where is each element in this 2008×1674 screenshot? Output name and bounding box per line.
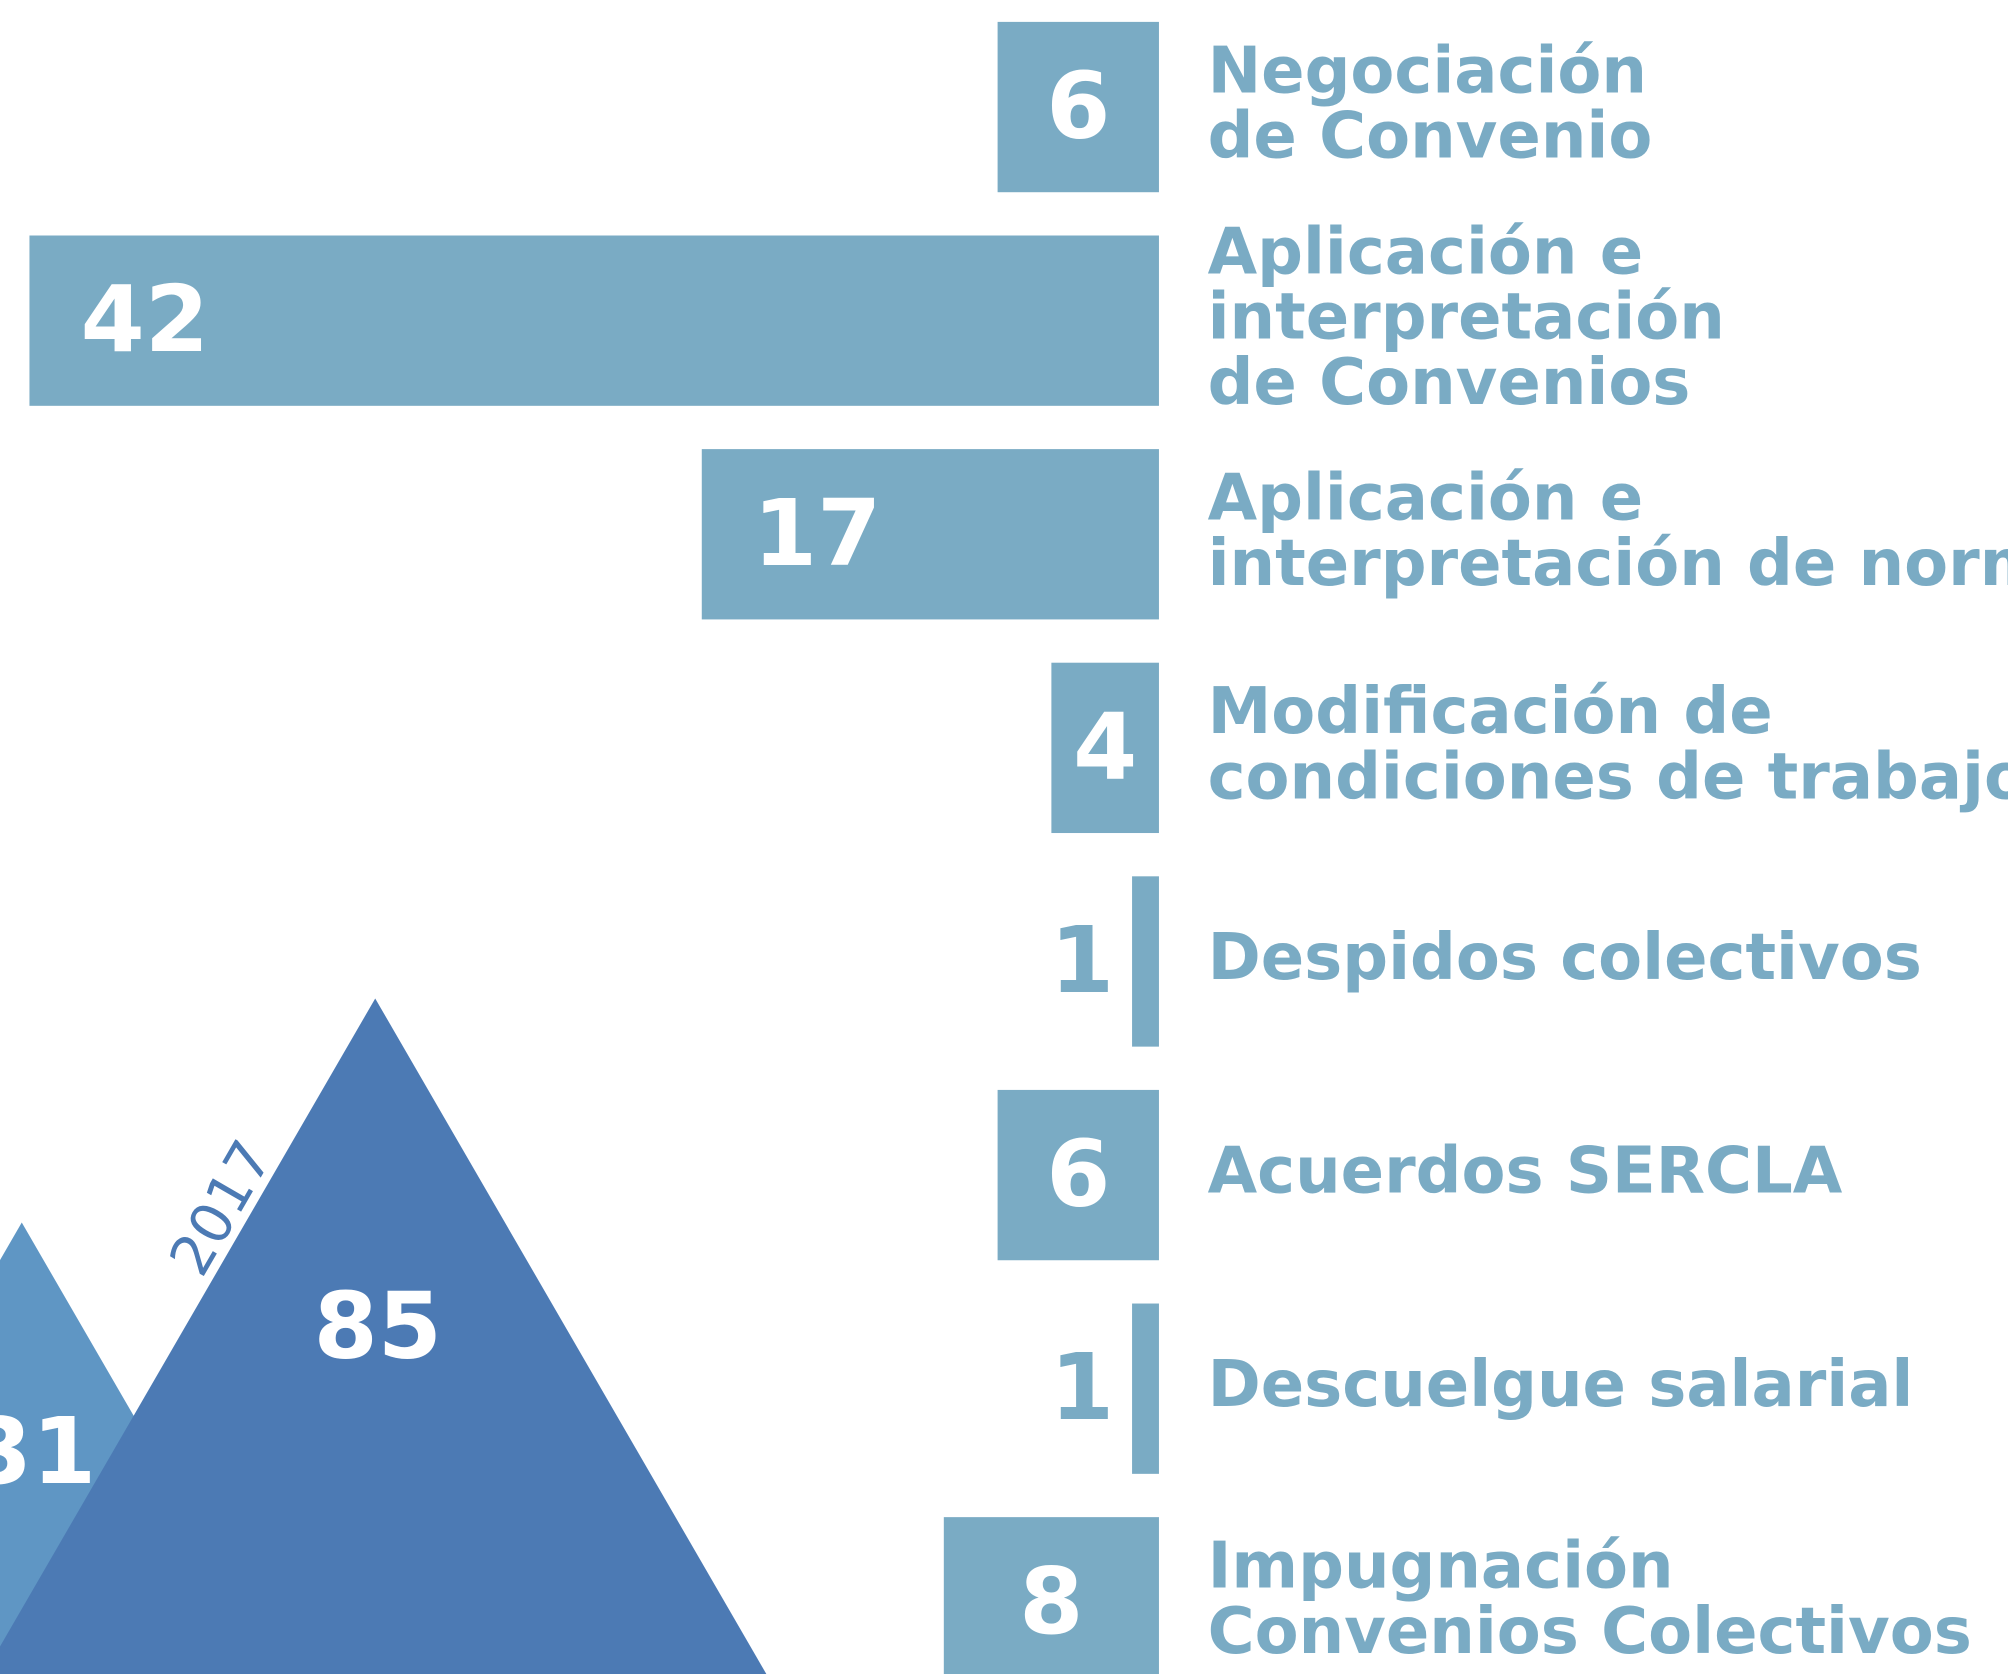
label-line: de Convenio bbox=[1208, 99, 1653, 173]
value-label: 1 bbox=[1050, 1333, 1114, 1441]
label-line: Aplicación e bbox=[1208, 215, 1644, 289]
label-line: de Convenios bbox=[1208, 346, 1691, 420]
category-label: Acuerdos SERCLA bbox=[1208, 1135, 1843, 1209]
bar bbox=[997, 21, 1159, 193]
bar bbox=[997, 1089, 1159, 1261]
bar bbox=[943, 1517, 1159, 1674]
label-line: condiciones de trabajo bbox=[1208, 740, 2008, 814]
label-line: Negociación bbox=[1208, 34, 1647, 108]
value-label: 4 bbox=[1073, 692, 1137, 800]
bar bbox=[29, 235, 1159, 406]
category-label: Modificación de condiciones de trabajo bbox=[1208, 675, 2008, 814]
value-label: 17 bbox=[753, 479, 881, 587]
label-line: Aplicación e bbox=[1208, 461, 1644, 535]
value-label: 42 bbox=[81, 265, 209, 373]
label-line: Modificación de bbox=[1208, 675, 1773, 749]
category-label: Impugnación Convenios Colectivos bbox=[1208, 1529, 1972, 1668]
bar bbox=[701, 449, 1159, 620]
value-label: 1 bbox=[1050, 906, 1114, 1014]
category-label: Negociación de Convenio bbox=[1208, 34, 1653, 173]
value-label: 6 bbox=[1046, 52, 1110, 160]
triangle bbox=[0, 998, 767, 1674]
value-label: 8 bbox=[1019, 1547, 1083, 1655]
value-label: 85 bbox=[314, 1271, 442, 1379]
value-label: 31 bbox=[0, 1397, 96, 1505]
label-line: Convenios Colectivos bbox=[1208, 1595, 1972, 1669]
category-label: Descuelgue salarial bbox=[1208, 1348, 1914, 1422]
label-line: interpretación bbox=[1208, 280, 1725, 354]
value-label: 6 bbox=[1046, 1120, 1110, 1228]
bar bbox=[1132, 1303, 1159, 1474]
label-line: Impugnación bbox=[1208, 1529, 1674, 1603]
category-label: Despidos colectivos bbox=[1208, 921, 1922, 995]
bar bbox=[1051, 662, 1159, 834]
category-label: Aplicación e interpretación de Convenios bbox=[1208, 215, 1725, 420]
label-line: interpretación de normas bbox=[1208, 526, 2008, 600]
bar bbox=[1132, 876, 1159, 1047]
